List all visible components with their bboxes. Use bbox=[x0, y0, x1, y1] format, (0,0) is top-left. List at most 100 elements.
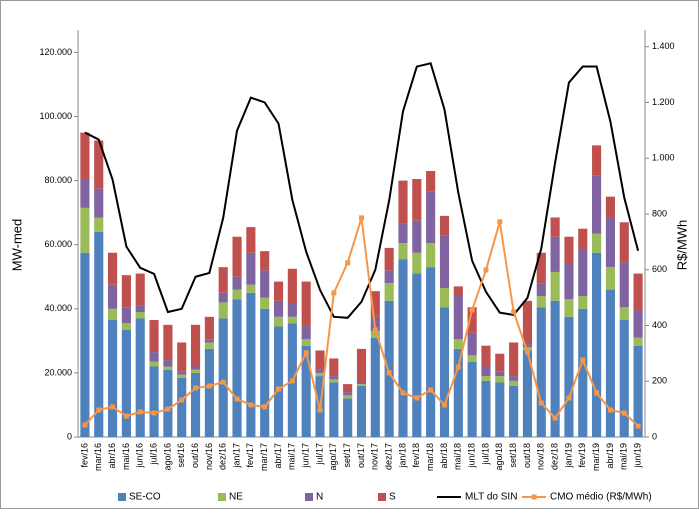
bar bbox=[398, 243, 408, 260]
bar bbox=[356, 382, 367, 385]
marker bbox=[441, 402, 447, 408]
bar bbox=[149, 366, 159, 437]
marker bbox=[317, 407, 323, 413]
marker bbox=[552, 415, 558, 421]
x-tick-label: dez/16 bbox=[218, 443, 228, 470]
bar bbox=[619, 222, 629, 263]
bar bbox=[287, 268, 297, 305]
bar bbox=[177, 371, 187, 375]
bar bbox=[522, 350, 533, 437]
bar bbox=[108, 320, 118, 437]
marker bbox=[110, 404, 116, 410]
marker bbox=[635, 423, 641, 429]
bar bbox=[370, 337, 380, 437]
bar bbox=[343, 384, 353, 393]
bar bbox=[439, 235, 450, 288]
bar bbox=[121, 323, 131, 330]
marker bbox=[497, 219, 503, 225]
bar bbox=[495, 353, 505, 372]
bar bbox=[232, 236, 242, 277]
bar bbox=[578, 249, 588, 296]
bar bbox=[467, 332, 477, 356]
bar bbox=[633, 337, 643, 346]
x-tick-label: jul/16 bbox=[148, 443, 158, 466]
bar bbox=[343, 392, 353, 396]
bar bbox=[592, 145, 602, 176]
bar bbox=[536, 283, 546, 296]
bar bbox=[301, 326, 311, 340]
y2-tick-label: 400 bbox=[652, 320, 667, 330]
bar bbox=[426, 243, 436, 268]
bar bbox=[135, 305, 145, 313]
marker bbox=[428, 387, 434, 393]
bar bbox=[467, 307, 477, 333]
bar bbox=[481, 366, 491, 377]
bar bbox=[260, 297, 270, 309]
marker bbox=[206, 383, 212, 389]
bar bbox=[329, 379, 339, 383]
bar bbox=[412, 179, 422, 221]
x-tick-label: out/18 bbox=[522, 443, 532, 468]
bar bbox=[592, 252, 602, 437]
bar bbox=[232, 289, 242, 300]
bar bbox=[246, 292, 256, 437]
bar bbox=[108, 308, 118, 321]
legend-label: S bbox=[389, 492, 396, 503]
bar bbox=[412, 220, 422, 253]
bar bbox=[564, 236, 574, 264]
bar bbox=[273, 326, 284, 437]
bar bbox=[356, 385, 367, 437]
x-tick-label: mai/18 bbox=[453, 443, 463, 470]
bar bbox=[94, 231, 104, 437]
bar bbox=[550, 217, 560, 237]
bar bbox=[536, 307, 546, 437]
bar bbox=[426, 191, 436, 244]
bar bbox=[481, 345, 491, 367]
bar bbox=[273, 316, 284, 327]
bar bbox=[204, 316, 214, 340]
x-tick-label: mar/17 bbox=[259, 443, 269, 471]
y2-tick-label: 0 bbox=[652, 431, 657, 441]
marker bbox=[580, 357, 586, 363]
bar bbox=[287, 316, 297, 324]
marker bbox=[179, 397, 185, 403]
bar bbox=[94, 140, 104, 189]
bar bbox=[108, 284, 118, 309]
bar bbox=[177, 377, 187, 437]
bar bbox=[190, 366, 201, 370]
bar bbox=[121, 275, 131, 308]
marker bbox=[607, 407, 613, 413]
bar bbox=[495, 371, 505, 377]
marker bbox=[82, 422, 88, 428]
bar bbox=[633, 273, 643, 311]
bar bbox=[356, 348, 367, 383]
bar bbox=[121, 307, 131, 324]
bar bbox=[522, 300, 533, 345]
bar bbox=[204, 339, 214, 343]
x-tick-label: nov/16 bbox=[204, 443, 214, 470]
x-tick-label: set/16 bbox=[176, 443, 186, 468]
bar bbox=[343, 395, 353, 399]
y-tick-label: 80.000 bbox=[44, 175, 72, 185]
bar bbox=[412, 252, 422, 274]
legend-marker bbox=[531, 494, 537, 500]
marker bbox=[538, 400, 544, 406]
bar bbox=[550, 271, 560, 301]
x-tick-label: dez/17 bbox=[384, 443, 394, 470]
bar bbox=[177, 374, 187, 378]
y2-tick-label: 200 bbox=[652, 376, 667, 386]
bar bbox=[384, 300, 394, 437]
x-tick-label: jun/19 bbox=[632, 443, 642, 469]
marker bbox=[359, 215, 364, 221]
bar bbox=[453, 348, 463, 437]
bar bbox=[329, 358, 339, 377]
bar bbox=[190, 372, 201, 437]
bar bbox=[578, 228, 588, 250]
legend-label: NE bbox=[229, 492, 243, 503]
bar bbox=[163, 360, 173, 367]
x-tick-label: mai/17 bbox=[287, 443, 297, 470]
bar bbox=[439, 287, 450, 308]
x-tick-label: jun/16 bbox=[135, 443, 145, 469]
x-tick-label: fev/18 bbox=[411, 443, 421, 468]
bar bbox=[481, 376, 491, 381]
